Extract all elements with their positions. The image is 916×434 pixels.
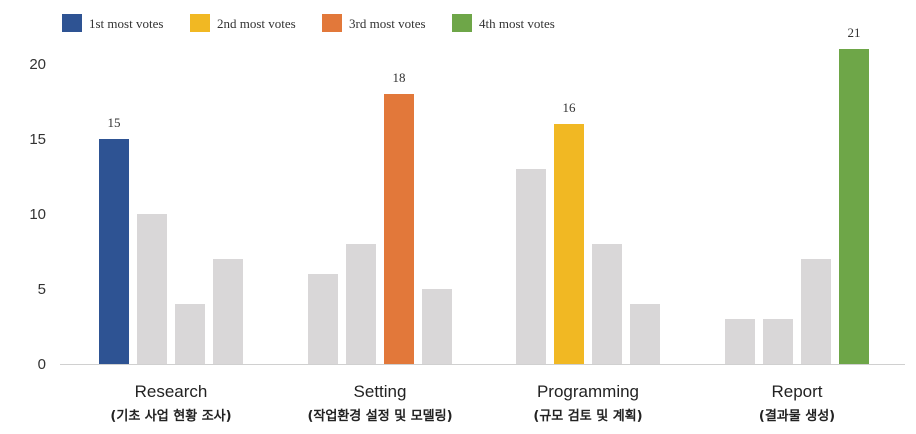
bars: 15 18 16 21 (99, 25, 869, 364)
bar-programming-3 (592, 244, 622, 364)
bar-research-4 (213, 259, 243, 364)
y-tick-label: 0 (38, 356, 46, 373)
y-tick-label: 15 (29, 131, 46, 148)
data-label-programming: 16 (563, 100, 577, 115)
y-tick-label: 20 (29, 56, 46, 73)
bar-programming-2 (554, 124, 584, 364)
bar-research-3 (175, 304, 205, 364)
bar-report-4 (839, 49, 869, 364)
data-label-setting: 18 (393, 70, 406, 85)
bar-programming-1 (516, 169, 546, 364)
bar-programming-4 (630, 304, 660, 364)
legend-label-1: 1st most votes (89, 16, 163, 31)
data-label-research: 15 (108, 115, 121, 130)
x-axis: Research (기초 사업 현황 조사) Setting (작업환경 설정 및 모… (110, 382, 835, 424)
legend-swatch-1 (62, 14, 82, 32)
x-category-label: Setting (354, 382, 407, 401)
bar-setting-1 (308, 274, 338, 364)
x-category-sublabel: (결과물 생성) (759, 408, 835, 424)
legend-label-3: 3rd most votes (349, 16, 426, 31)
x-category-sublabel: (규모 검토 및 계획) (533, 408, 642, 424)
bar-report-3 (801, 259, 831, 364)
bar-setting-4 (422, 289, 452, 364)
x-category-sublabel: (작업환경 설정 및 모델링) (307, 408, 452, 424)
legend-swatch-4 (452, 14, 472, 32)
bar-research-1 (99, 139, 129, 364)
legend-swatch-2 (190, 14, 210, 32)
legend-label-4: 4th most votes (479, 16, 555, 31)
legend: 1st most votes 2nd most votes 3rd most vot… (62, 14, 555, 32)
bar-setting-3 (384, 94, 414, 364)
bar-report-1 (725, 319, 755, 364)
data-label-report: 21 (848, 25, 861, 40)
y-tick-label: 10 (29, 206, 46, 223)
bar-report-2 (763, 319, 793, 364)
x-category-label: Research (135, 382, 208, 401)
y-tick-label: 5 (38, 281, 46, 298)
x-category-label: Programming (537, 382, 639, 401)
y-axis: 0 5 10 15 20 (29, 56, 46, 373)
bar-research-2 (137, 214, 167, 364)
x-category-sublabel: (기초 사업 현황 조사) (110, 408, 231, 424)
x-category-label: Report (771, 382, 822, 401)
bar-setting-2 (346, 244, 376, 364)
legend-swatch-3 (322, 14, 342, 32)
legend-label-2: 2nd most votes (217, 16, 296, 31)
